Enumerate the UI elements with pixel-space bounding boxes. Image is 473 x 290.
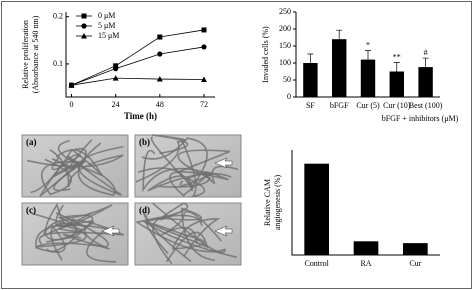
series-line [71, 29, 205, 86]
x-tick-label: 72 [200, 100, 208, 109]
marker [200, 76, 207, 83]
panel-label: (c) [26, 205, 36, 215]
vessel [169, 165, 239, 198]
vessel [135, 134, 189, 183]
y-tick-label: 0.2 [53, 12, 63, 21]
x-tick-label: Best (100) [409, 101, 443, 110]
marker [201, 27, 207, 33]
y-axis-label: Relative proliferation [21, 20, 30, 89]
error-bar [393, 62, 400, 72]
error-bar [365, 50, 371, 60]
error-bar [307, 53, 314, 63]
bar [360, 59, 376, 97]
bar [353, 241, 379, 255]
marker [81, 13, 87, 19]
bar [389, 71, 404, 97]
legend-label: 15 μM [98, 31, 119, 40]
y-tick-label: 250 [279, 7, 291, 16]
x-axis-label: bFGF + inhibitors (μM) [382, 114, 459, 123]
y-axis-label: Relative CAM [263, 179, 272, 226]
x-tick-label: SF [306, 101, 315, 110]
x-tick-label: 48 [156, 100, 164, 109]
vessel [44, 202, 94, 241]
bar [332, 39, 347, 97]
x-tick-label: RA [360, 259, 371, 268]
vessel [35, 224, 117, 263]
panel-label: (d) [139, 205, 150, 215]
y-axis-label: angiogenesis (%) [273, 175, 282, 231]
marker [113, 63, 119, 69]
axes [291, 150, 440, 256]
vessel [30, 212, 94, 253]
bar [303, 63, 318, 97]
x-tick-label: bFGF [330, 101, 349, 110]
y-tick-label: 0 [287, 92, 291, 101]
bar [304, 163, 329, 255]
series-line [71, 77, 204, 86]
arrow [101, 225, 120, 237]
bar [403, 243, 428, 255]
x-tick-label: Cur (5) [356, 101, 380, 110]
x-axis-label: Time (h) [124, 111, 157, 121]
bar [418, 67, 433, 97]
panel-label: (b) [139, 137, 150, 147]
x-tick-label: Cur [409, 259, 421, 268]
panel-label: (a) [26, 137, 37, 147]
vessel [50, 222, 110, 261]
x-tick-label: 0 [70, 100, 74, 109]
error-bar [422, 57, 429, 68]
vessel [171, 218, 221, 258]
arrow [214, 225, 233, 237]
vessel [145, 221, 209, 263]
legend-label: 0 μM [98, 11, 115, 20]
x-tick-label: Control [304, 259, 329, 268]
y-axis-label: (Absorbance at 540 nm) [31, 15, 40, 93]
annotation: ** [393, 52, 401, 61]
series-line [71, 46, 205, 86]
marker [157, 34, 163, 40]
x-tick-label: 24 [112, 100, 120, 109]
micrographs: (a) (b) (c) (d) [21, 134, 242, 266]
marker [157, 51, 163, 57]
vessel [142, 202, 238, 258]
marker [81, 33, 87, 39]
y-tick-label: 0.1 [53, 59, 63, 68]
annotation: # [424, 48, 428, 57]
vessel [55, 142, 116, 196]
y-tick-label: 150 [279, 41, 291, 50]
marker [113, 66, 119, 72]
marker [81, 23, 87, 29]
vessel [141, 136, 208, 188]
vessel [142, 211, 192, 263]
y-axis-label: Invaded cells (%) [261, 26, 270, 83]
axes [65, 12, 215, 98]
marker [156, 76, 163, 82]
marker [201, 44, 207, 50]
annotation: * [366, 40, 370, 49]
vessel [40, 158, 87, 196]
error-bar [336, 29, 343, 40]
marker [68, 82, 75, 88]
legend-label: 5 μM [98, 21, 115, 30]
x-tick-label: Cur (10) [383, 101, 411, 110]
y-tick-label: 50 [283, 75, 291, 84]
arrow [214, 157, 233, 169]
marker [112, 75, 119, 81]
y-tick-label: 100 [279, 58, 291, 67]
y-tick-label: 200 [279, 24, 291, 33]
